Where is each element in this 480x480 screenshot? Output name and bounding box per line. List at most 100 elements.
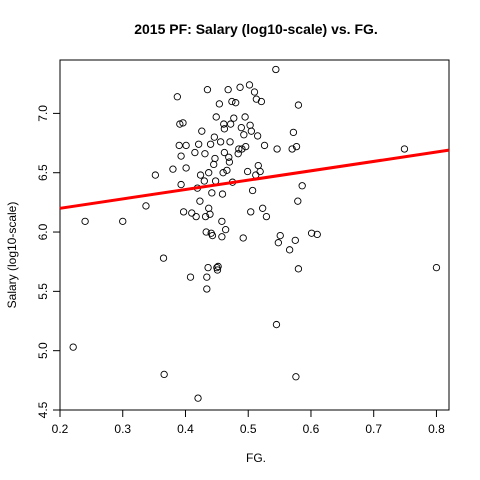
data-point — [192, 212, 200, 221]
x-tick-label: 0.3 — [114, 422, 131, 436]
y-tick-label: 5.0 — [36, 342, 50, 359]
data-point — [242, 142, 250, 151]
data-point — [228, 97, 236, 106]
data-point — [273, 145, 281, 153]
data-point — [313, 230, 321, 239]
x-tick-label: 0.2 — [52, 422, 69, 436]
data-point — [160, 370, 168, 379]
data-point — [195, 140, 203, 148]
data-point — [259, 204, 267, 212]
data-point — [432, 263, 441, 272]
x-tick-label: 0.5 — [240, 422, 257, 436]
data-point — [276, 231, 284, 240]
data-point — [203, 86, 212, 94]
data-point — [205, 204, 213, 212]
plot-area-border — [59, 59, 450, 411]
data-point — [294, 197, 302, 205]
data-point — [400, 145, 409, 153]
data-point — [247, 127, 256, 135]
data-point — [247, 208, 255, 216]
data-point — [234, 150, 242, 158]
data-point — [159, 254, 168, 262]
data-point — [191, 148, 199, 157]
data-point — [248, 186, 257, 195]
data-point — [200, 177, 208, 185]
data-point — [196, 197, 204, 205]
data-point — [194, 394, 202, 402]
data-point — [169, 165, 177, 173]
data-point — [256, 167, 264, 176]
data-point — [201, 150, 209, 158]
y-tick-label: 4.5 — [36, 401, 50, 418]
data-point — [188, 209, 196, 217]
data-point — [289, 128, 298, 137]
data-point — [218, 217, 226, 226]
data-point — [211, 154, 219, 163]
y-tick-label: 5.5 — [36, 283, 50, 300]
data-point — [208, 231, 217, 240]
data-point — [151, 171, 160, 179]
data-point — [226, 138, 234, 146]
data-point — [204, 263, 212, 272]
data-point — [210, 160, 218, 169]
data-point — [203, 273, 211, 281]
data-point — [237, 123, 245, 132]
x-tick-label: 0.4 — [177, 422, 194, 436]
data-point — [186, 273, 195, 281]
x-tick-label: 0.6 — [303, 422, 320, 436]
data-point — [221, 226, 230, 234]
data-point — [218, 190, 227, 198]
data-point — [177, 180, 185, 189]
data-point — [285, 246, 294, 254]
data-point — [142, 202, 150, 210]
data-point — [274, 239, 282, 247]
data-point — [223, 166, 231, 174]
y-axis: 4.5 5.0 5.5 6.0 6.5 7.0 — [36, 105, 61, 418]
data-point — [260, 141, 269, 150]
data-point — [294, 265, 303, 273]
data-point — [236, 83, 244, 91]
x-axis: 0.2 0.3 0.4 0.5 0.6 0.7 0.8 — [52, 409, 445, 436]
regression-line — [59, 148, 450, 210]
data-point — [219, 169, 227, 177]
data-point — [232, 99, 240, 107]
data-point — [241, 113, 249, 121]
x-axis-label: FG. — [246, 451, 266, 465]
data-point — [182, 164, 190, 172]
data-point — [245, 81, 254, 89]
data-point — [206, 210, 214, 218]
data-point — [250, 88, 259, 96]
data-point — [239, 234, 247, 242]
data-point — [307, 229, 316, 237]
data-point — [210, 133, 218, 141]
data-point — [294, 101, 303, 109]
data-point — [230, 114, 238, 122]
data-point — [198, 127, 206, 135]
data-point — [235, 145, 243, 153]
data-point — [69, 343, 77, 351]
data-point — [202, 228, 210, 236]
data-point — [81, 217, 89, 226]
data-point — [292, 373, 300, 381]
regression-line-layer — [59, 148, 450, 210]
data-point — [288, 145, 296, 153]
data-points — [69, 65, 441, 402]
data-point — [225, 153, 233, 161]
data-point — [220, 125, 229, 133]
data-point — [212, 113, 220, 121]
data-point — [206, 140, 215, 148]
y-tick-label: 6.0 — [36, 223, 50, 240]
data-point — [220, 148, 229, 157]
data-point — [254, 161, 262, 170]
data-point — [216, 138, 225, 146]
data-point — [262, 212, 271, 221]
data-point — [179, 208, 188, 216]
data-point — [176, 120, 184, 128]
data-point — [292, 142, 301, 151]
y-tick-label: 7.0 — [36, 105, 50, 122]
y-axis-label: Salary (log10-scale) — [5, 202, 19, 309]
data-point — [179, 119, 187, 127]
data-point — [177, 152, 185, 160]
data-point — [257, 97, 266, 106]
